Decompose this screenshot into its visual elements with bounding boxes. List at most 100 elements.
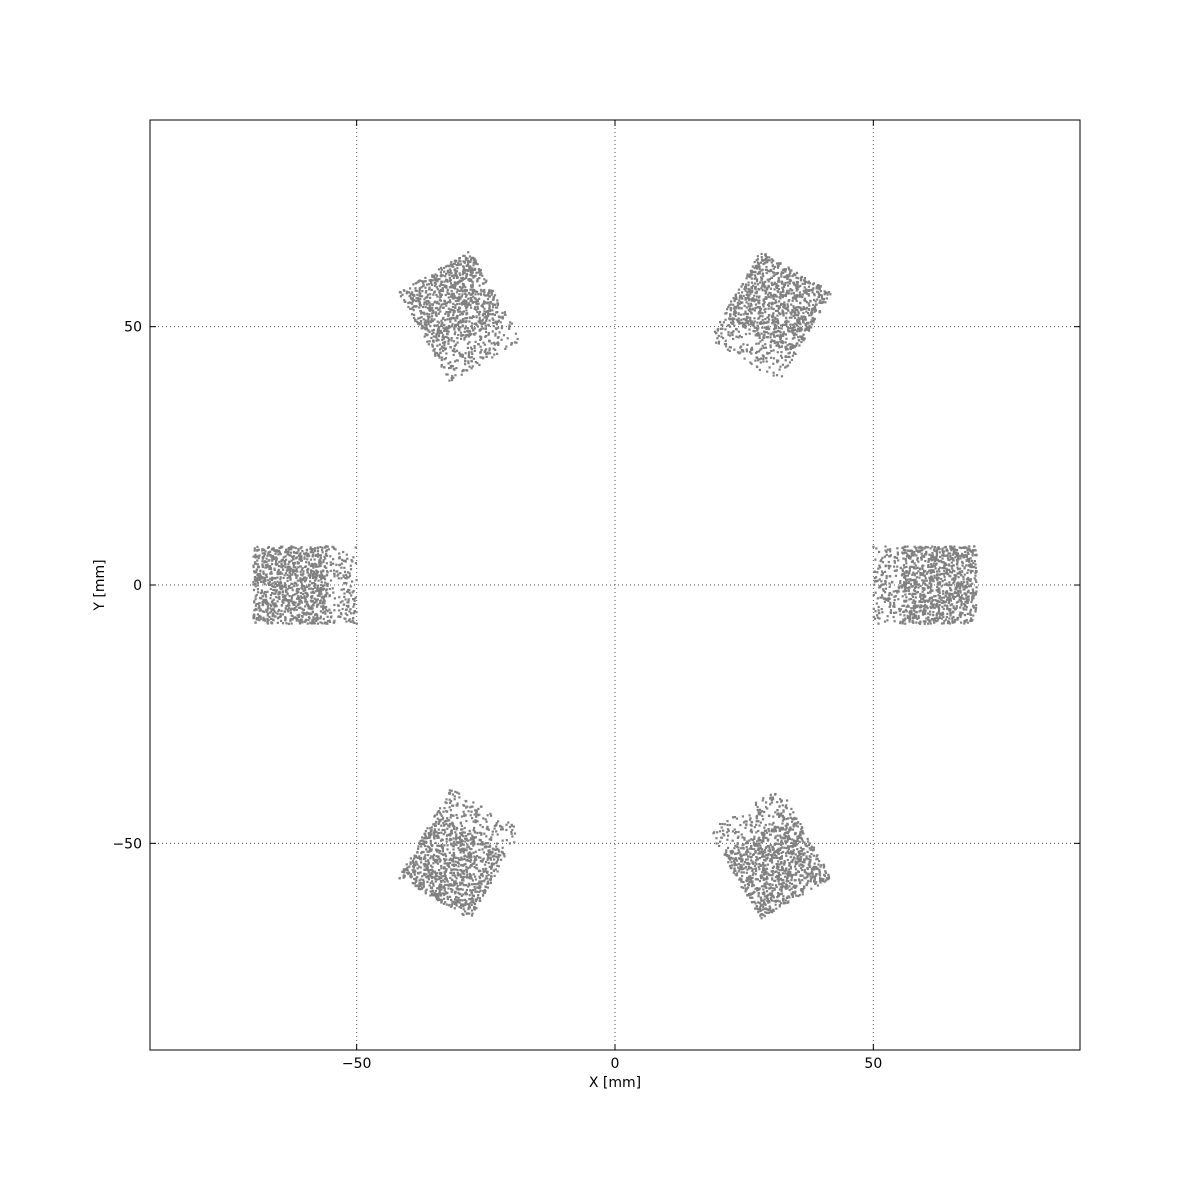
scatter-point — [268, 567, 271, 570]
scatter-point — [352, 612, 355, 615]
scatter-point — [902, 564, 905, 567]
scatter-point — [742, 313, 745, 316]
scatter-point — [765, 357, 768, 360]
scatter-point — [910, 611, 913, 615]
scatter-point — [930, 570, 934, 573]
scatter-point — [902, 552, 905, 555]
scatter-point — [813, 319, 816, 322]
scatter-point — [350, 612, 353, 615]
scatter-point — [772, 259, 775, 262]
scatter-point — [252, 616, 255, 620]
scatter-point — [970, 559, 973, 562]
scatter-point — [943, 575, 946, 578]
scatter-point — [740, 336, 743, 339]
scatter-point — [412, 305, 416, 308]
scatter-point — [272, 598, 275, 601]
scatter-point — [401, 293, 404, 296]
scatter-point — [750, 346, 753, 349]
scatter-point — [485, 330, 488, 333]
scatter-point — [290, 614, 293, 617]
scatter-point — [962, 588, 965, 591]
scatter-point — [254, 621, 257, 624]
scatter-point — [322, 576, 325, 580]
scatter-point — [883, 555, 886, 558]
scatter-point — [256, 545, 259, 548]
scatter-point — [468, 329, 471, 332]
scatter-point — [931, 579, 934, 582]
scatter-point — [323, 565, 326, 568]
scatter-point — [734, 294, 737, 297]
scatter-point — [924, 603, 927, 606]
scatter-point — [475, 308, 478, 311]
scatter-point — [316, 594, 319, 597]
scatter-point — [796, 330, 799, 333]
scatter-point — [779, 365, 782, 368]
scatter-point — [277, 565, 280, 568]
scatter-point — [917, 615, 920, 618]
scatter-point — [741, 283, 744, 286]
scatter-point — [777, 344, 780, 347]
scatter-point — [457, 321, 460, 324]
scatter-point — [282, 576, 285, 580]
scatter-point — [345, 577, 348, 580]
scatter-point — [333, 621, 336, 624]
scatter-point — [419, 319, 423, 323]
scatter-point — [275, 550, 278, 553]
scatter-point — [753, 326, 756, 329]
scatter-point — [479, 356, 482, 359]
scatter-point — [461, 276, 465, 279]
scatter-point — [948, 601, 951, 604]
scatter-point — [433, 281, 437, 284]
scatter-point — [799, 284, 802, 288]
scatter-point — [917, 570, 920, 573]
scatter-point — [299, 577, 302, 580]
scatter-point — [343, 595, 346, 598]
scatter-point — [435, 314, 438, 317]
scatter-point — [788, 275, 791, 278]
scatter-point — [940, 572, 943, 576]
scatter-point — [415, 879, 418, 882]
scatter-point — [933, 603, 936, 606]
scatter-point — [420, 286, 423, 289]
scatter-point — [490, 814, 493, 817]
scatter-point — [887, 594, 890, 597]
scatter-point — [731, 318, 735, 321]
scatter-point — [484, 301, 487, 304]
scatter-point — [279, 591, 282, 594]
scatter-point — [491, 330, 494, 333]
scatter-point — [284, 619, 287, 622]
scatter-point — [922, 611, 925, 614]
scatter-point — [724, 318, 727, 321]
scatter-point — [796, 284, 799, 287]
scatter-point — [300, 581, 303, 584]
scatter-point — [810, 319, 813, 322]
scatter-point — [436, 324, 439, 327]
scatter-point — [267, 565, 270, 568]
scatter-point — [319, 617, 322, 620]
scatter-point — [945, 595, 948, 598]
scatter-point — [289, 554, 292, 557]
scatter-point — [429, 827, 432, 830]
scatter-point — [927, 560, 930, 563]
scatter-point — [279, 545, 282, 548]
scatter-point — [921, 600, 924, 603]
scatter-point — [949, 598, 952, 601]
scatter-point — [476, 278, 479, 281]
scatter-point — [903, 588, 907, 591]
scatter-point — [773, 281, 776, 284]
scatter-point — [786, 281, 789, 284]
scatter-point — [270, 572, 273, 575]
scatter-point — [449, 809, 452, 812]
scatter-point — [494, 348, 497, 351]
scatter-point — [427, 283, 430, 286]
scatter-point — [436, 278, 439, 281]
scatter-point — [418, 302, 421, 306]
scatter-point — [456, 296, 459, 300]
scatter-point — [458, 838, 462, 841]
scatter-point — [959, 612, 962, 615]
scatter-point — [938, 548, 941, 551]
scatter-point — [901, 586, 904, 589]
scatter-point — [435, 339, 438, 342]
scatter-point — [494, 334, 497, 337]
scatter-point — [468, 365, 471, 368]
